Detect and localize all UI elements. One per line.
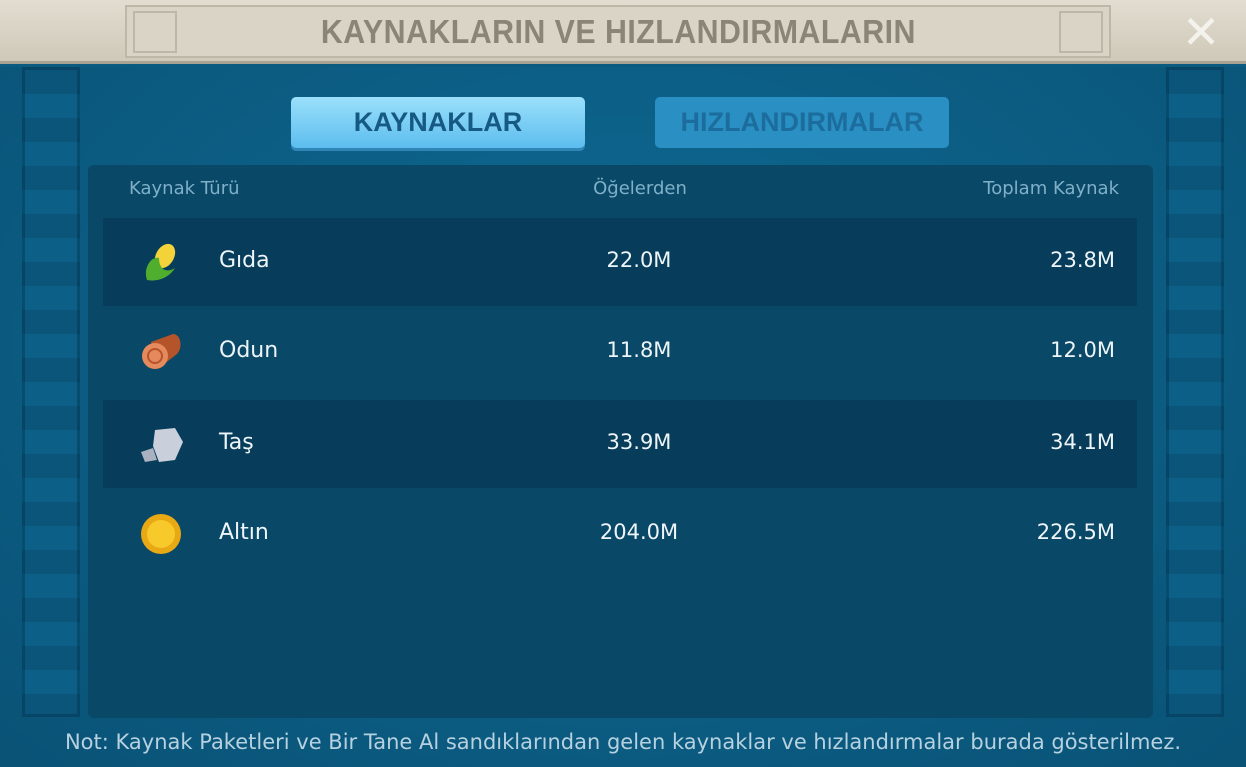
- table-row: Odun 11.8M 12.0M: [103, 308, 1137, 396]
- from-items-value: 33.9M: [606, 430, 672, 454]
- border-pattern-left: [22, 67, 80, 717]
- column-header-total: Toplam Kaynak: [983, 178, 1119, 199]
- tab-kaynaklar[interactable]: KAYNAKLAR: [291, 97, 585, 148]
- table-row: Altın 204.0M 226.5M: [103, 490, 1137, 578]
- header-bar: KAYNAKLARIN VE HIZLANDIRMALARIN ✕: [0, 0, 1246, 64]
- resource-name: Gıda: [219, 248, 270, 273]
- close-button[interactable]: ✕: [1180, 9, 1222, 55]
- column-header-type: Kaynak Türü: [129, 178, 240, 199]
- table-row: Gıda 22.0M 23.8M: [103, 218, 1137, 306]
- total-value: 226.5M: [1036, 520, 1115, 544]
- close-icon: ✕: [1181, 5, 1221, 59]
- column-header-from-items: Öğelerden: [593, 178, 687, 199]
- table-row: Taş 33.9M 34.1M: [103, 400, 1137, 488]
- from-items-value: 22.0M: [606, 248, 672, 272]
- wood-log-icon: [142, 334, 181, 369]
- ornament-icon: [133, 11, 177, 53]
- corn-icon: [145, 243, 176, 281]
- page-title: KAYNAKLARIN VE HIZLANDIRMALARIN: [320, 12, 916, 50]
- gold-coin-icon: [141, 514, 181, 554]
- stone-icon: [141, 428, 183, 462]
- footer-note: Not: Kaynak Paketleri ve Bir Tane Al san…: [64, 730, 1182, 754]
- from-items-value: 11.8M: [606, 338, 672, 362]
- border-pattern-right: [1166, 67, 1224, 717]
- resource-name: Altın: [219, 520, 269, 545]
- resource-name: Odun: [219, 338, 279, 363]
- total-value: 34.1M: [1050, 430, 1115, 454]
- tab-hizlandirmalar[interactable]: HIZLANDIRMALAR: [655, 97, 949, 148]
- resource-name: Taş: [219, 430, 254, 455]
- ornament-icon: [1059, 11, 1103, 53]
- title-panel: KAYNAKLARIN VE HIZLANDIRMALARIN: [125, 5, 1111, 58]
- total-value: 23.8M: [1050, 248, 1115, 272]
- from-items-value: 204.0M: [599, 520, 679, 544]
- total-value: 12.0M: [1050, 338, 1115, 362]
